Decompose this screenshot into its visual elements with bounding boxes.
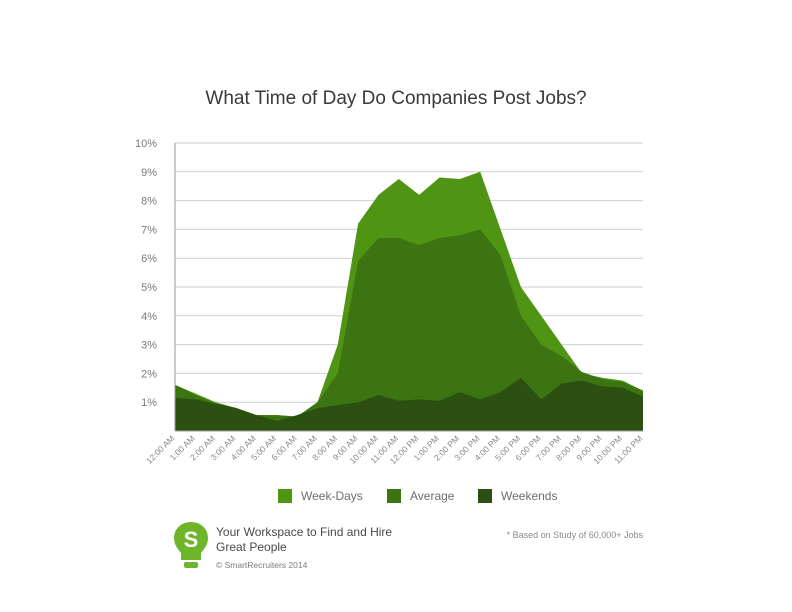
legend-swatch	[278, 489, 292, 503]
legend-item: Weekends	[478, 489, 557, 503]
y-tick-label: 2%	[141, 368, 157, 380]
y-tick-label: 3%	[141, 340, 157, 352]
y-tick-label: 9%	[141, 167, 157, 179]
y-tick-label: 8%	[141, 196, 157, 208]
legend-label: Week-Days	[301, 489, 363, 503]
y-tick-label: 6%	[141, 253, 157, 265]
legend-item: Week-Days	[278, 489, 363, 503]
chart-title: What Time of Day Do Companies Post Jobs?	[205, 88, 587, 109]
lightbulb-logo-icon: S	[174, 522, 208, 568]
axes	[174, 143, 643, 432]
area-series-average	[175, 229, 643, 431]
copyright-text: © SmartRecruiters 2014	[216, 560, 308, 570]
legend-item: Average	[387, 489, 454, 503]
y-tick-label: 1%	[141, 397, 157, 409]
x-tick-label: 12:00 AM	[144, 433, 176, 465]
x-axis-tick-labels: 12:00 AM1:00 AM2:00 AM3:00 AM4:00 AM5:00…	[144, 433, 644, 466]
footnote: * Based on Study of 60,000+ Jobs	[506, 530, 643, 540]
y-axis-tick-labels: 1% 2% 3% 4% 5% 6% 7% 8% 9% 10%	[135, 138, 157, 409]
brand-tagline: Your Workspace to Find and Hire Great Pe…	[216, 525, 393, 554]
legend: Week-Days Average Weekends	[0, 489, 792, 509]
y-tick-label: 10%	[135, 138, 157, 150]
y-tick-label: 7%	[141, 224, 157, 236]
y-tick-label: 4%	[141, 311, 157, 323]
y-tick-label: 5%	[141, 282, 157, 294]
legend-swatch	[387, 489, 401, 503]
legend-swatch	[478, 489, 492, 503]
chart-areas	[175, 171, 643, 432]
logo-letter: S	[184, 527, 199, 552]
legend-label: Weekends	[501, 489, 558, 503]
area-series-weekends	[175, 377, 643, 431]
legend-label: Average	[410, 489, 455, 503]
